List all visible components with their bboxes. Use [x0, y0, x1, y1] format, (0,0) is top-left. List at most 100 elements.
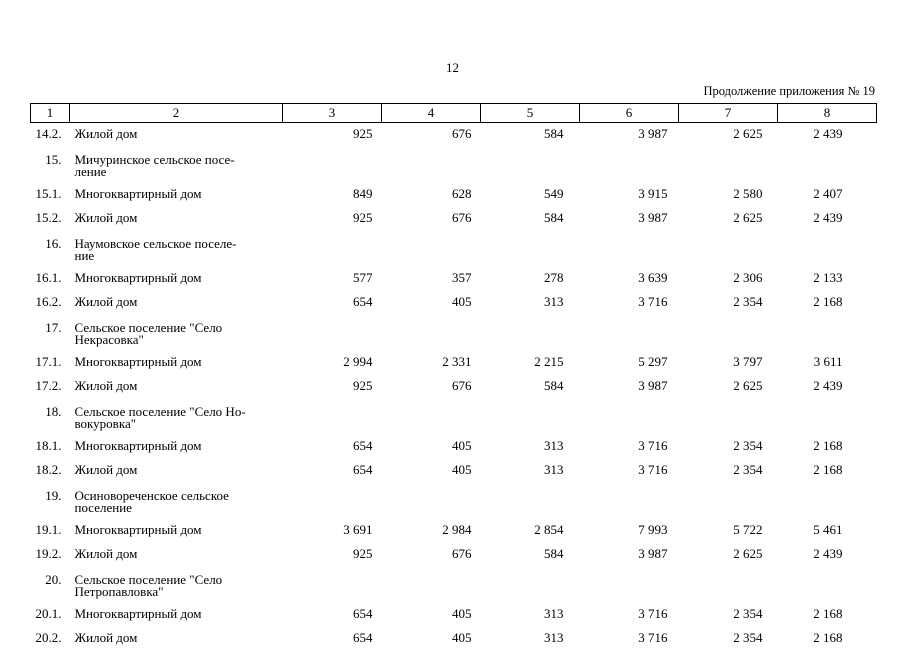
value-col-6: 3 716: [638, 294, 668, 309]
row-name: Сельское поселение "Село Некрасовка": [74, 319, 223, 347]
value-col-5: [481, 232, 580, 267]
value-col-4: 2 984: [442, 521, 472, 537]
value-col-6: 3 716: [638, 462, 668, 477]
value-col-3: [283, 316, 382, 351]
row-name: Многоквартирный дом: [74, 521, 202, 537]
value-col-4: 676: [452, 210, 472, 225]
value-col-3: 654: [353, 605, 373, 621]
value-col-5: 313: [544, 630, 564, 645]
value-col-5: 584: [544, 546, 564, 561]
value-col-8: 5 461: [813, 521, 843, 537]
table-group-row: 20. Сельское поселение "Село Петропавловк…: [31, 568, 877, 603]
value-col-7: 2 354: [733, 462, 763, 477]
value-col-4: 676: [452, 126, 472, 141]
value-col-5: 278: [544, 269, 564, 285]
value-col-4: 405: [452, 294, 472, 309]
value-col-7: 5 722: [733, 521, 763, 537]
value-col-6: 3 987: [638, 126, 668, 141]
value-col-7: 2 354: [733, 605, 763, 621]
table-header: 1 2 3 4 5 6 7 8: [30, 103, 877, 123]
value-col-3: 577: [353, 269, 373, 285]
table-row: 20.2. Жилой дом 654 405 313 3 716 2 354 2 168: [31, 627, 877, 652]
value-col-8: 2 168: [813, 437, 843, 453]
table-row: 20.1. Многоквартирный дом 654 405 313 3 716 2 …: [31, 603, 877, 628]
value-col-8: 2 407: [813, 185, 843, 201]
value-col-6: 3 987: [638, 210, 668, 225]
row-name: Многоквартирный дом: [74, 437, 202, 453]
value-col-5: 2 854: [534, 521, 564, 537]
table-group-row: 18. Сельское поселение "Село Но- вокуровк…: [31, 400, 877, 435]
value-col-3: 654: [353, 294, 373, 309]
table-row: 15.1. Многоквартирный дом 849 628 549 3 915 2 …: [31, 183, 877, 208]
header-col-8: 8: [777, 103, 877, 123]
value-col-7: 2 625: [733, 210, 763, 225]
row-number: 15.1.: [35, 185, 62, 201]
header-col-7: 7: [678, 103, 778, 123]
value-col-7: [679, 484, 778, 519]
value-col-6: [580, 568, 679, 603]
header-col-3: 3: [282, 103, 382, 123]
table-row: 18.2. Жилой дом 654 405 313 3 716 2 354 2 168: [31, 459, 877, 484]
value-col-8: [778, 400, 877, 435]
value-col-8: [778, 232, 877, 267]
value-col-6: [580, 400, 679, 435]
value-col-4: [382, 484, 481, 519]
value-col-5: 584: [544, 126, 564, 141]
value-col-6: 3 987: [638, 378, 668, 393]
value-col-8: [778, 568, 877, 603]
value-col-5: [481, 484, 580, 519]
value-col-3: [283, 484, 382, 519]
value-col-5: 549: [544, 185, 564, 201]
value-col-3: [283, 232, 382, 267]
value-col-7: [679, 232, 778, 267]
row-number: 20.1.: [35, 605, 62, 621]
value-col-7: 2 625: [733, 126, 763, 141]
row-name: Жилой дом: [74, 294, 138, 309]
value-col-4: 676: [452, 546, 472, 561]
value-col-8: 2 439: [813, 378, 843, 393]
value-col-8: 2 168: [813, 605, 843, 621]
row-number: 17.: [45, 319, 62, 335]
value-col-8: 2 168: [813, 462, 843, 477]
header-col-1: 1: [30, 103, 70, 123]
table-row: 16.1. Многоквартирный дом 577 357 278 3 639 2 …: [31, 267, 877, 292]
row-name: Многоквартирный дом: [74, 605, 202, 621]
header-col-6: 6: [579, 103, 679, 123]
value-col-7: 2 625: [733, 546, 763, 561]
value-col-4: 628: [452, 185, 472, 201]
value-col-6: 7 993: [638, 521, 668, 537]
value-col-6: 3 716: [638, 437, 668, 453]
value-col-8: 2 133: [813, 269, 843, 285]
row-name: Многоквартирный дом: [74, 185, 202, 201]
row-number: 15.2.: [35, 210, 62, 225]
value-col-7: 2 306: [733, 269, 763, 285]
value-col-6: 5 297: [638, 353, 668, 369]
table-row: 19.1. Многоквартирный дом 3 691 2 984 2 854 7…: [31, 519, 877, 544]
value-col-5: 313: [544, 294, 564, 309]
row-name: Жилой дом: [74, 462, 138, 477]
value-col-6: [580, 484, 679, 519]
value-col-6: 3 716: [638, 630, 668, 645]
value-col-3: 654: [353, 437, 373, 453]
value-col-7: 2 354: [733, 437, 763, 453]
value-col-7: [679, 568, 778, 603]
value-col-6: 3 716: [638, 605, 668, 621]
value-col-3: 2 994: [343, 353, 373, 369]
value-col-3: 925: [353, 210, 373, 225]
value-col-6: [580, 316, 679, 351]
value-col-5: [481, 400, 580, 435]
value-col-4: 2 331: [442, 353, 472, 369]
value-col-4: 405: [452, 605, 472, 621]
header-col-5: 5: [480, 103, 580, 123]
row-name: Многоквартирный дом: [74, 353, 202, 369]
row-number: 17.1.: [35, 353, 62, 369]
value-col-6: 3 987: [638, 546, 668, 561]
value-col-8: 2 168: [813, 294, 843, 309]
value-col-6: 3 915: [638, 185, 668, 201]
row-number: 16.: [45, 235, 62, 251]
value-col-3: [283, 400, 382, 435]
value-col-4: [382, 400, 481, 435]
row-name: Жилой дом: [74, 126, 138, 141]
value-col-7: [679, 400, 778, 435]
value-col-6: 3 639: [638, 269, 668, 285]
